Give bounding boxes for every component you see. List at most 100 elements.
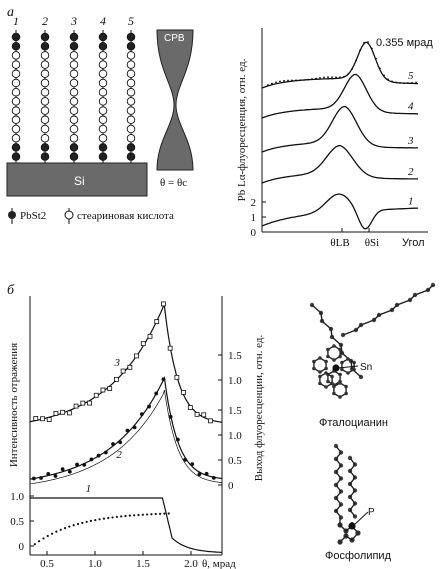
- chart-b-curve-2-point: [60, 467, 65, 472]
- atom: [332, 358, 336, 362]
- phospholipid-molecule: [333, 443, 369, 545]
- acid-bead: [126, 124, 136, 134]
- chart-b-curve-2-point: [154, 391, 159, 396]
- chart-b-fluorescence-point: [107, 516, 110, 520]
- atom: [324, 366, 328, 371]
- chart-b-curve-2-point: [147, 404, 151, 409]
- chart-b-ytick-left-0: 0: [19, 541, 25, 553]
- acid-bead: [98, 115, 108, 125]
- atom: [324, 371, 328, 375]
- chart-b-curve-2-point: [211, 476, 216, 480]
- panel-a-label: a: [7, 5, 14, 20]
- chart-b-fluorescence-point: [146, 513, 149, 516]
- pbst-bead: [11, 152, 21, 161]
- pbst-bead: [40, 41, 50, 51]
- acid-bead: [126, 87, 136, 97]
- bond-chain: [311, 304, 362, 378]
- chart-a-data-point: [363, 42, 365, 44]
- acid-bead: [98, 133, 108, 143]
- chart-a-series-label: 3: [407, 135, 414, 147]
- chart-b-rtick-3-10: 1.0: [228, 375, 242, 387]
- chart-b-fluorescence-point: [94, 518, 97, 522]
- chart-b-curve-2-point: [39, 476, 43, 480]
- legend-pbst: PbSt2: [8, 208, 46, 224]
- chart-b-fluorescence-point: [63, 527, 67, 530]
- atom: [318, 381, 322, 386]
- chart-b-fluorescence-point: [124, 514, 127, 518]
- chain-number: 2: [42, 14, 48, 28]
- acid-bead: [126, 78, 136, 88]
- atom: [340, 360, 344, 365]
- chart-a-data-point: [335, 76, 337, 79]
- chart-b-xtick-10: 1.0: [88, 558, 102, 569]
- atom: [346, 357, 350, 361]
- chart-b-curve-2-point: [168, 414, 173, 419]
- acid-marker: [64, 210, 74, 220]
- chart-b-fluorescence-point: [59, 528, 62, 531]
- atom: [352, 367, 356, 372]
- chart-a-data-point: [311, 78, 313, 80]
- angle-label: θ = θc: [160, 177, 187, 189]
- pbst-bead: [40, 143, 50, 152]
- chart-b-curves: 1 2 3: [29, 301, 223, 553]
- pbst-bead: [11, 41, 21, 51]
- chart-b-curve-3-point: [53, 411, 59, 416]
- chart-b-series-label: 3: [113, 357, 120, 369]
- p-atom: [348, 522, 356, 530]
- chart-a-ytick-2: 2: [251, 197, 257, 209]
- pbst-bead: [11, 32, 21, 42]
- acid-bead: [126, 51, 136, 60]
- chart-b-fluorescence-point: [55, 530, 58, 533]
- acid-bead: [11, 51, 21, 60]
- chart-a-data-point: [295, 79, 297, 82]
- acid-bead: [69, 133, 79, 143]
- chart-a-data-point: [371, 47, 373, 50]
- chain-number: 1: [13, 14, 19, 28]
- chart-b-fluorescence-point: [98, 518, 101, 521]
- chart-a-data-point: [319, 76, 321, 79]
- acid-bead: [40, 115, 50, 125]
- legend-acid-label: стеариновая кислота: [77, 210, 174, 222]
- chart-a-data-point: [275, 81, 277, 84]
- atom: [318, 370, 322, 374]
- pbst-bead: [69, 32, 79, 42]
- acid-bead: [40, 106, 50, 115]
- atom: [318, 374, 322, 379]
- sn-atom: [332, 364, 340, 372]
- chart-b-xtick-20: 2.0: [184, 558, 198, 569]
- aromatic-ring: [319, 372, 333, 388]
- chart-a-data-point: [299, 79, 301, 82]
- chart-b-curve-2-point: [190, 462, 195, 467]
- pbst-bead: [11, 143, 21, 152]
- chart-b-fluorescence-point: [141, 513, 144, 516]
- chart-a-data-point: [279, 80, 281, 83]
- phospholipid-label: Фосфолипид: [325, 550, 392, 562]
- lb-film-chains: 1 2 3 4 5: [11, 14, 136, 163]
- chart-b-curve-2-point: [132, 425, 137, 430]
- chart-a-data-point: [411, 81, 413, 84]
- chart-b-fluorescence-point: [133, 514, 136, 517]
- chart-b-curve-2-point: [67, 469, 72, 474]
- chart-b-reflectivity-curve: [30, 497, 222, 553]
- chart-b-curve-3-point: [127, 364, 133, 370]
- chart-a-data-point: [379, 67, 381, 70]
- atom: [312, 366, 316, 371]
- chart-b-curve-3-point: [66, 410, 72, 416]
- atom: [326, 347, 330, 352]
- chart-b-curve-3-point: [194, 411, 200, 417]
- atom: [346, 371, 350, 375]
- atom: [338, 372, 342, 377]
- atom: [344, 391, 348, 396]
- phthalocyanine-atom-label: Sn: [360, 362, 372, 373]
- chart-a-xlabel: Угол: [402, 237, 425, 249]
- chart-b-curve-2-point: [46, 471, 51, 476]
- p-pointer: [353, 511, 369, 526]
- atom: [318, 356, 322, 360]
- bond-chain: [349, 457, 356, 517]
- acid-bead: [11, 78, 21, 88]
- chart-b-xtick-05: 0.5: [40, 558, 54, 569]
- acid-bead: [69, 106, 79, 115]
- chart-a-series-label: 4: [408, 101, 414, 113]
- chart-b-curve-3-point: [46, 417, 52, 422]
- chart-b-curve-3-point: [87, 400, 92, 406]
